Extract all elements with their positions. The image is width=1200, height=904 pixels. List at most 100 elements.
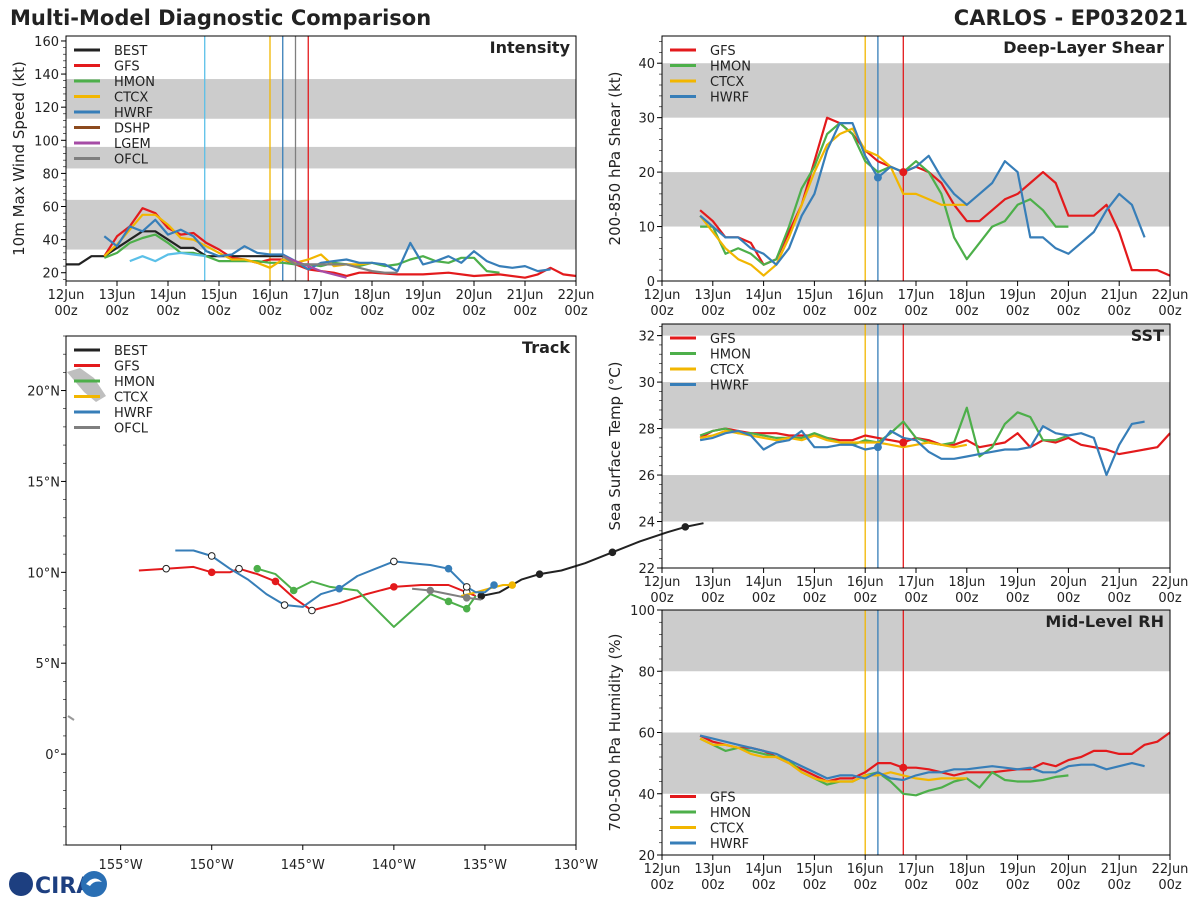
legend-label: OFCL — [114, 153, 149, 168]
legend-label: HWRF — [710, 379, 749, 394]
y-tick-label: 10 — [638, 221, 655, 236]
x-tick-label: 19Jun — [999, 288, 1036, 303]
series-gfs — [699, 427, 1171, 456]
x-tick-label: 18Jun — [948, 862, 985, 877]
x-tick-hour-label: 00z — [701, 304, 725, 319]
x-tick-label: 14Jun — [150, 288, 187, 303]
x-tick-label: 150°W — [190, 858, 234, 873]
series-hwrf — [175, 549, 495, 608]
series-hwrf — [699, 420, 1145, 477]
current-point — [873, 443, 882, 452]
x-tick-hour-label: 00z — [752, 591, 776, 606]
panel-title: Mid-Level RH — [1045, 612, 1164, 631]
x-tick-label: 20Jun — [456, 288, 493, 303]
x-tick-hour-label: 00z — [1158, 878, 1182, 893]
y-tick-label: 26 — [638, 469, 655, 484]
y-tick-label: 30 — [638, 376, 655, 391]
shade-band — [662, 63, 1170, 118]
x-tick-label: 12Jun — [48, 288, 85, 303]
x-tick-label: 21Jun — [507, 288, 544, 303]
legend-label: GFS — [710, 44, 736, 59]
series-gfs — [103, 207, 577, 279]
legend-label: HMON — [710, 348, 751, 363]
track-point — [490, 581, 498, 589]
legend-label: DSHP — [114, 122, 150, 137]
x-tick-hour-label: 00z — [904, 304, 928, 319]
chart-sst: SST12Jun00z13Jun00z14Jun00z15Jun00z16Jun… — [606, 323, 1188, 606]
y-tick-label: 20 — [638, 849, 655, 864]
shade-band — [662, 172, 1170, 227]
x-tick-hour-label: 00z — [904, 878, 928, 893]
y-tick-label: 60 — [42, 201, 59, 216]
x-tick-label: 20Jun — [1050, 288, 1087, 303]
x-tick-hour-label: 00z — [803, 591, 827, 606]
current-point — [899, 168, 908, 177]
y-tick-label: 80 — [42, 167, 59, 182]
legend-label: GFS — [114, 60, 140, 75]
legend-label: GFS — [710, 791, 736, 806]
x-tick-hour-label: 00z — [1108, 591, 1132, 606]
x-tick-hour-label: 00z — [1006, 878, 1030, 893]
x-tick-label: 13Jun — [694, 575, 731, 590]
cira-logo: CIRA — [6, 868, 110, 904]
track-point — [508, 581, 517, 589]
x-tick-hour-label: 00z — [955, 591, 979, 606]
panel-title: Track — [522, 338, 570, 357]
shade-band — [66, 146, 576, 169]
storm-id: CARLOS - EP032021 — [953, 6, 1188, 30]
legend-label: GFS — [114, 360, 140, 375]
legend-label: HMON — [710, 806, 751, 821]
x-tick-hour-label: 00z — [1057, 878, 1081, 893]
legend-label: CTCX — [710, 363, 744, 378]
x-tick-hour-label: 00z — [1057, 591, 1081, 606]
x-tick-hour-label: 00z — [513, 304, 537, 319]
y-axis-label: Sea Surface Temp (°C) — [606, 361, 624, 530]
track-point — [462, 593, 471, 602]
x-tick-label: 18Jun — [354, 288, 391, 303]
legend-label: BEST — [114, 344, 147, 359]
x-tick-label: 16Jun — [847, 862, 884, 877]
x-tick-label: 18Jun — [948, 575, 985, 590]
x-tick-label: 12Jun — [644, 288, 681, 303]
series-ofcl — [412, 587, 482, 601]
x-tick-hour-label: 00z — [650, 304, 674, 319]
x-tick-label: 14Jun — [745, 575, 782, 590]
x-tick-label: 140°W — [372, 858, 416, 873]
series-hwrf — [699, 121, 1146, 266]
x-tick-hour-label: 00z — [955, 878, 979, 893]
x-tick-label: 130°W — [554, 858, 598, 873]
track-point — [608, 548, 617, 557]
track-point — [162, 564, 170, 573]
series-ofcl — [282, 255, 398, 274]
legend-label: HWRF — [114, 106, 153, 121]
track-point — [335, 584, 344, 593]
x-tick-hour-label: 00z — [752, 878, 776, 893]
track-point — [308, 606, 316, 615]
legend-label: HMON — [710, 60, 751, 75]
x-tick-hour-label: 00z — [411, 304, 435, 319]
y-tick-label: 5°N — [36, 657, 61, 672]
chart-intensity: Intensity12Jun00z13Jun00z14Jun00z15Jun00… — [10, 35, 594, 319]
panel-title: SST — [1131, 326, 1164, 345]
y-tick-label: 40 — [42, 234, 59, 249]
legend-label: HMON — [114, 75, 155, 90]
legend-label: CTCX — [114, 91, 148, 106]
x-tick-hour-label: 00z — [854, 304, 878, 319]
legend-label: BEST — [114, 44, 147, 59]
x-tick-label: 18Jun — [948, 288, 985, 303]
shade-band — [662, 475, 1170, 522]
y-tick-label: 24 — [638, 516, 655, 531]
globe-icon — [9, 872, 33, 896]
y-tick-label: 40 — [638, 788, 655, 803]
legend-label: CTCX — [710, 75, 744, 90]
x-tick-label: 21Jun — [1101, 575, 1138, 590]
shade-band — [662, 610, 1170, 672]
y-axis-label: 200-850 hPa Shear (kt) — [606, 72, 624, 246]
series-best — [66, 230, 283, 266]
x-tick-label: 14Jun — [745, 862, 782, 877]
x-tick-label: 12Jun — [644, 862, 681, 877]
x-tick-hour-label: 00z — [854, 878, 878, 893]
y-tick-label: 0° — [45, 748, 60, 763]
x-tick-hour-label: 00z — [650, 878, 674, 893]
